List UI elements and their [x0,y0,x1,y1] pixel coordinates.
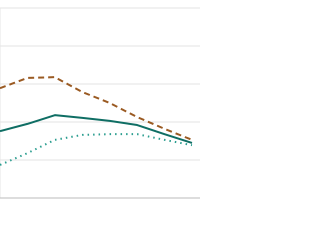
series-line [0,76,193,141]
series-line [0,114,193,144]
series-line [0,133,193,166]
chart [0,7,200,199]
page: {"chart_data": {"type": "line", "categor… [0,7,200,199]
